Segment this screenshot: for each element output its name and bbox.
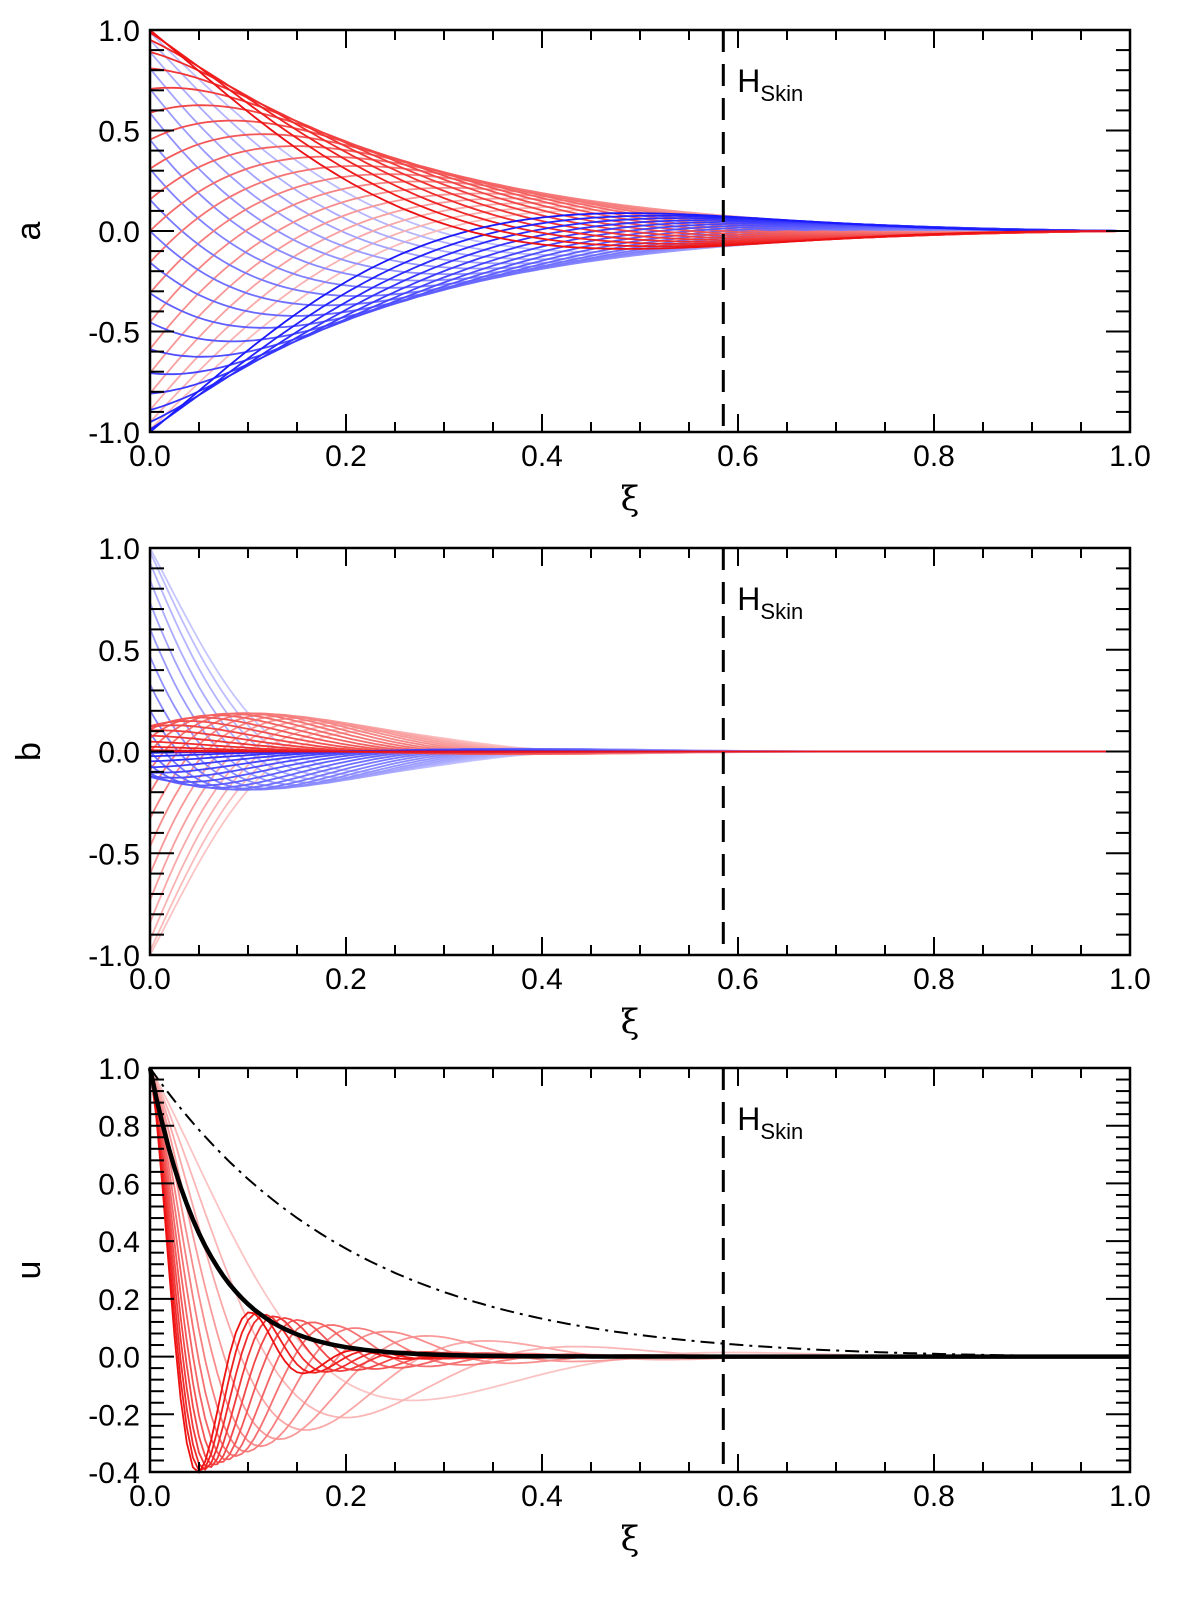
panel-u-ytick-label: 0.6 (98, 1168, 140, 1201)
panel-u-skin-label-sub: Skin (760, 1119, 803, 1144)
series-line-red (149, 1067, 1130, 1474)
panel-u-ytick-labels: -0.4 -0.2 0.0 0.2 0.4 0.6 0.8 1.0 (88, 1053, 140, 1490)
panel-b-curves (149, 547, 1130, 956)
series-line-red (149, 724, 1130, 941)
series-line-red (149, 1067, 1130, 1472)
panel-u-ylabel: u (10, 1261, 48, 1280)
series-line-blue (149, 214, 1130, 431)
series-line-red (149, 1067, 1130, 1448)
panel-b-xtick-labels: 0.0 0.2 0.4 0.6 0.8 1.0 (129, 963, 1151, 996)
panel-a-ytick-label: -0.5 (88, 317, 140, 350)
series-line-red (149, 1067, 1130, 1458)
panel-u-xtick-label: 1.0 (1109, 1480, 1151, 1513)
panel-b-ytick-label: -1.0 (88, 940, 140, 973)
panel-u-curves (147, 1067, 1131, 1474)
panel-b-ticks (149, 547, 1131, 956)
panel-u-xlabel: ξ (621, 1519, 640, 1559)
panel-a: HSkin 0.0 0.2 0.4 0.6 0.8 1.0 -1.0 -0.5 … (10, 15, 1151, 519)
panel-a-xtick-labels: 0.0 0.2 0.4 0.6 0.8 1.0 (129, 440, 1151, 473)
panel-a-xtick-label: 0.4 (521, 440, 563, 473)
series-line-red (149, 1067, 1130, 1466)
panel-a-xtick-label: 0.0 (129, 440, 171, 473)
series-line-red (149, 29, 1130, 250)
panel-u-ytick-label: 0.8 (98, 1111, 140, 1144)
panel-b-xtick-label: 0.6 (717, 963, 759, 996)
panel-a-xtick-label: 1.0 (1109, 440, 1151, 473)
panel-b-xlabel: ξ (621, 1002, 640, 1042)
panel-u-xtick-label: 0.8 (913, 1480, 955, 1513)
panel-u-xtick-labels: 0.0 0.2 0.4 0.6 0.8 1.0 (129, 1480, 1151, 1513)
panel-a-ytick-label: 0.0 (98, 216, 140, 249)
panel-u-ticks (149, 1067, 1131, 1473)
panel-u-xtick-label: 0.4 (521, 1480, 563, 1513)
series-line-blue (149, 732, 1130, 791)
panel-a-xtick-label: 0.8 (913, 440, 955, 473)
series-line-red (149, 1067, 1130, 1464)
panel-b-ytick-label: -0.5 (88, 838, 140, 871)
panel-b-xtick-label: 0.4 (521, 963, 563, 996)
panel-b-skin-label-sub: Skin (760, 599, 803, 624)
panel-b-ytick-label: 1.0 (98, 533, 140, 566)
series-line-red (149, 1067, 1130, 1471)
panel-b-ylabel: b (10, 742, 48, 761)
series-line-blue (149, 562, 1130, 779)
panel-b-xtick-label: 0.0 (129, 963, 171, 996)
panel-a-ticks (149, 29, 1131, 433)
panel-a-xlabel: ξ (621, 479, 640, 519)
series-line-red (149, 1067, 1130, 1469)
reference-line-bold (147, 1067, 1130, 1359)
panel-b-xtick-label: 1.0 (1109, 963, 1151, 996)
series-line-red (149, 1067, 1130, 1453)
panel-a-ylabel: a (10, 221, 48, 240)
panel-a-skin-label-sub: Skin (760, 81, 803, 106)
panel-u-skin-label-main: H (737, 1101, 760, 1137)
panel-u-ytick-label: 0.0 (98, 1342, 140, 1375)
panel-a-ytick-label: 1.0 (98, 15, 140, 48)
series-line-red (149, 717, 1130, 875)
panel-u-xtick-label: 0.2 (325, 1480, 367, 1513)
series-line-blue (149, 628, 1130, 786)
panel-a-curves (149, 29, 1131, 433)
panel-b-xtick-label: 0.8 (913, 963, 955, 996)
panel-b-ytick-labels: -1.0 -0.5 0.0 0.5 1.0 (88, 533, 140, 973)
panel-a-ytick-label: 0.5 (98, 116, 140, 149)
panel-u: HSkin 0.0 0.2 0.4 0.6 0.8 1.0 -0.4 -0.2 … (10, 1053, 1151, 1559)
panel-u-ytick-label: 0.4 (98, 1226, 140, 1259)
panel-a-xtick-label: 0.2 (325, 440, 367, 473)
panel-u-xtick-label: 0.6 (717, 1480, 759, 1513)
panel-u-skin-label: HSkin (737, 1101, 803, 1144)
panel-u-ytick-label: 1.0 (98, 1053, 140, 1086)
panel-u-ytick-label: -0.4 (88, 1457, 140, 1490)
series-line-red (149, 31, 1130, 248)
panel-a-ytick-label: -1.0 (88, 417, 140, 450)
series-line-red (149, 1067, 1130, 1461)
panel-b-skin-label-main: H (737, 581, 760, 617)
series-line-red (149, 712, 1130, 771)
panel-b-skin-label: HSkin (737, 581, 803, 624)
series-line-red (149, 1067, 1130, 1431)
panel-b-xtick-label: 0.2 (325, 963, 367, 996)
panel-b: HSkin 0.0 0.2 0.4 0.6 0.8 1.0 -1.0 -0.5 … (10, 533, 1151, 1042)
panel-u-xtick-label: 0.0 (129, 1480, 171, 1513)
panel-u-ytick-label: -0.2 (88, 1399, 140, 1432)
panel-a-ytick-labels: -1.0 -0.5 0.0 0.5 1.0 (88, 15, 140, 450)
panel-a-skin-label: HSkin (737, 63, 803, 106)
panel-a-xtick-label: 0.6 (717, 440, 759, 473)
panel-u-ytick-label: 0.2 (98, 1284, 140, 1317)
panel-u-frame (148, 1066, 1132, 1474)
reference-line-dashdot (149, 1067, 1131, 1358)
panel-b-ytick-label: 0.5 (98, 635, 140, 668)
panel-a-skin-label-main: H (737, 63, 760, 99)
series-line-blue (149, 212, 1130, 433)
panel-b-ytick-label: 0.0 (98, 737, 140, 770)
